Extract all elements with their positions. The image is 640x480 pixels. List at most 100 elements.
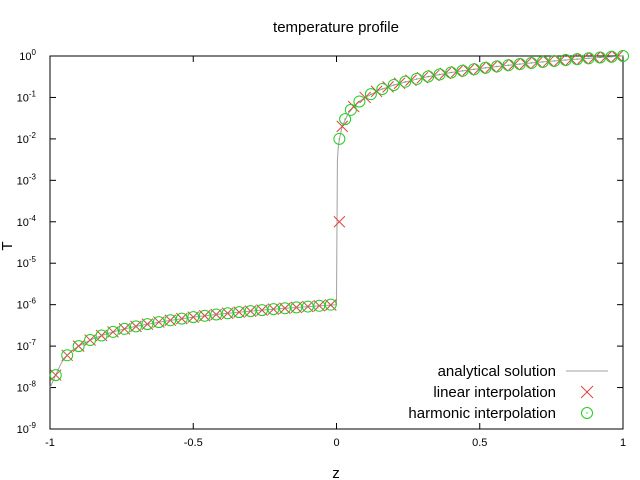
chart-title: temperature profile xyxy=(273,19,399,36)
circle-marker xyxy=(581,407,593,419)
linear-interpolation-point xyxy=(336,120,349,133)
harmonic-interpolation-point xyxy=(233,306,246,319)
circle-marker-dot xyxy=(416,78,418,80)
harmonic-interpolation-point xyxy=(456,64,469,77)
circle-marker-dot xyxy=(542,61,544,63)
harmonic-interpolation-point xyxy=(410,72,423,85)
harmonic-interpolation-point xyxy=(399,75,412,88)
circle-marker xyxy=(187,311,200,324)
harmonic-interpolation-point xyxy=(187,311,200,324)
x-tick-label: -1 xyxy=(45,437,55,449)
circle-marker-dot xyxy=(507,64,510,66)
harmonic-interpolation-point xyxy=(72,340,85,353)
circle-marker xyxy=(175,312,188,325)
y-tick-exponent: -7 xyxy=(29,338,37,347)
harmonic-interpolation-point xyxy=(324,298,337,311)
circle-marker-dot xyxy=(249,310,252,312)
circle-marker-dot xyxy=(135,325,137,328)
circle-marker xyxy=(617,50,629,62)
harmonic-interpolation-point xyxy=(536,55,549,68)
circle-marker-dot xyxy=(553,60,555,62)
x-marker-stroke xyxy=(370,85,383,98)
circle-marker xyxy=(118,322,131,335)
harmonic-interpolation-point xyxy=(290,301,303,314)
circle-marker xyxy=(61,349,74,362)
y-tick-base: 10 xyxy=(17,300,29,312)
y-tick-base: 10 xyxy=(17,424,29,436)
circle-marker-dot xyxy=(484,67,487,69)
x-tick-label: 1 xyxy=(620,437,626,449)
legend-label: linear interpolation xyxy=(433,384,556,401)
circle-marker-dot xyxy=(158,321,160,323)
circle-marker-dot xyxy=(123,328,126,330)
harmonic-interpolation-point xyxy=(339,113,352,126)
circle-marker-dot xyxy=(338,138,341,140)
circle-marker xyxy=(84,334,97,347)
circle-marker-dot xyxy=(438,73,441,76)
y-tick-base: 10 xyxy=(17,258,29,270)
y-tick-label: 10-4 xyxy=(17,214,37,229)
y-tick-label: 10-3 xyxy=(17,172,37,187)
circle-marker xyxy=(399,75,412,88)
harmonic-interpolation-point xyxy=(198,309,211,322)
legend-label: harmonic interpolation xyxy=(408,405,556,422)
circle-marker-dot xyxy=(66,354,68,357)
harmonic-interpolation-point xyxy=(571,53,584,66)
circle-marker xyxy=(49,369,62,382)
circle-marker xyxy=(278,302,291,315)
circle-marker xyxy=(571,53,584,66)
harmonic-interpolation-point xyxy=(445,66,458,79)
circle-marker xyxy=(548,54,561,67)
circle-marker-dot xyxy=(496,65,498,68)
circle-marker-dot xyxy=(599,56,601,59)
circle-marker xyxy=(267,303,280,316)
harmonic-interpolation-point xyxy=(479,61,492,74)
circle-marker xyxy=(164,314,177,327)
x-axis-title: z xyxy=(332,465,340,480)
circle-marker-dot xyxy=(461,70,464,72)
y-tick-label: 10-1 xyxy=(17,89,37,104)
circle-marker-dot xyxy=(530,62,533,64)
harmonic-interpolation-point xyxy=(422,70,435,83)
circle-marker xyxy=(221,307,234,320)
circle-marker xyxy=(301,300,314,313)
circle-marker-dot xyxy=(215,313,217,316)
harmonic-interpolation-point xyxy=(344,103,357,116)
circle-marker xyxy=(479,61,492,74)
circle-marker-dot xyxy=(100,334,103,337)
circle-marker xyxy=(152,316,165,329)
harmonic-interpolation-point xyxy=(164,314,177,327)
circle-marker-dot xyxy=(89,339,91,341)
y-tick-exponent: -8 xyxy=(29,380,37,389)
circle-marker xyxy=(410,72,423,85)
harmonic-interpolation-point xyxy=(175,312,188,325)
circle-marker-dot xyxy=(330,303,332,306)
circle-marker xyxy=(256,304,269,317)
circle-marker-dot xyxy=(192,316,194,318)
harmonic-interpolation-point xyxy=(513,58,526,71)
y-tick-base: 10 xyxy=(17,134,29,146)
y-tick-base: 10 xyxy=(17,175,29,187)
x-marker-stroke xyxy=(333,215,346,228)
circle-marker-dot xyxy=(146,323,149,325)
y-tick-label: 10-7 xyxy=(17,338,37,353)
circle-marker-dot xyxy=(238,311,240,313)
harmonic-interpolation-point xyxy=(221,307,234,320)
circle-marker xyxy=(141,318,154,331)
harmonic-interpolation-point xyxy=(210,308,223,321)
harmonic-interpolation-point xyxy=(95,329,108,342)
harmonic-interpolation-point xyxy=(118,322,131,335)
harmonic-interpolation-point xyxy=(376,82,389,95)
y-tick-base: 10 xyxy=(17,217,29,229)
circle-marker xyxy=(387,78,400,91)
circle-marker-dot xyxy=(370,93,372,95)
circle-marker xyxy=(364,88,377,101)
harmonic-interpolation-point xyxy=(244,305,257,318)
linear-interpolation-point xyxy=(370,85,383,98)
linear-interpolation-point xyxy=(347,100,360,113)
y-tick-exponent: -6 xyxy=(29,297,37,306)
y-tick-base: 10 xyxy=(17,341,29,353)
harmonic-interpolation-point xyxy=(468,63,481,76)
harmonic-interpolation-point xyxy=(387,78,400,91)
circle-marker-dot xyxy=(169,319,172,321)
